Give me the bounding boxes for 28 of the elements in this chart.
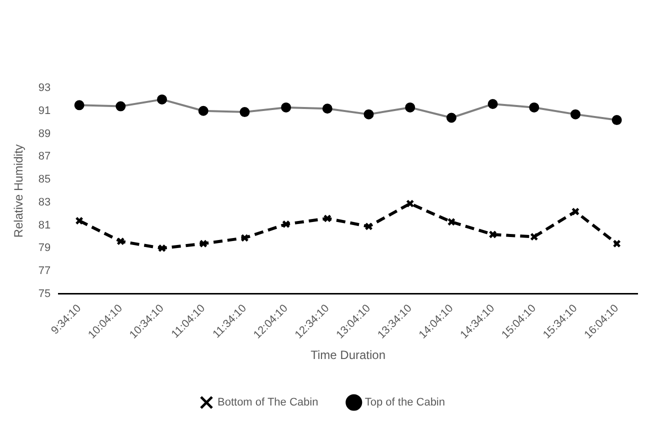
point [240, 234, 249, 242]
point [406, 200, 414, 208]
point [158, 244, 166, 252]
point [364, 222, 373, 231]
y-axis-title: Relative Humidity [12, 144, 26, 238]
point [282, 220, 290, 228]
point [75, 216, 84, 225]
y-tick-label: 87 [38, 150, 51, 163]
point [530, 232, 538, 241]
y-tick-label: 85 [38, 174, 51, 186]
point [116, 237, 125, 246]
y-tick-label: 83 [38, 196, 51, 208]
y-tick-label: 93 [38, 82, 51, 94]
legend-label: Top of the Cabin [364, 396, 446, 409]
point [199, 240, 208, 248]
point [612, 240, 621, 248]
point [323, 214, 332, 223]
y-tick-label: 79 [38, 242, 51, 254]
y-tick-label: 81 [38, 219, 51, 232]
y-tick-label: 77 [38, 265, 51, 278]
point [447, 218, 456, 226]
point [571, 208, 580, 216]
y-tick-label: 75 [38, 288, 51, 300]
y-tick-label: 91 [38, 104, 51, 117]
point [488, 230, 497, 239]
legend-label: Bottom of The Cabin [218, 396, 318, 409]
y-tick-label: 89 [38, 128, 51, 140]
x-axis-title: Time Duration [310, 348, 386, 362]
